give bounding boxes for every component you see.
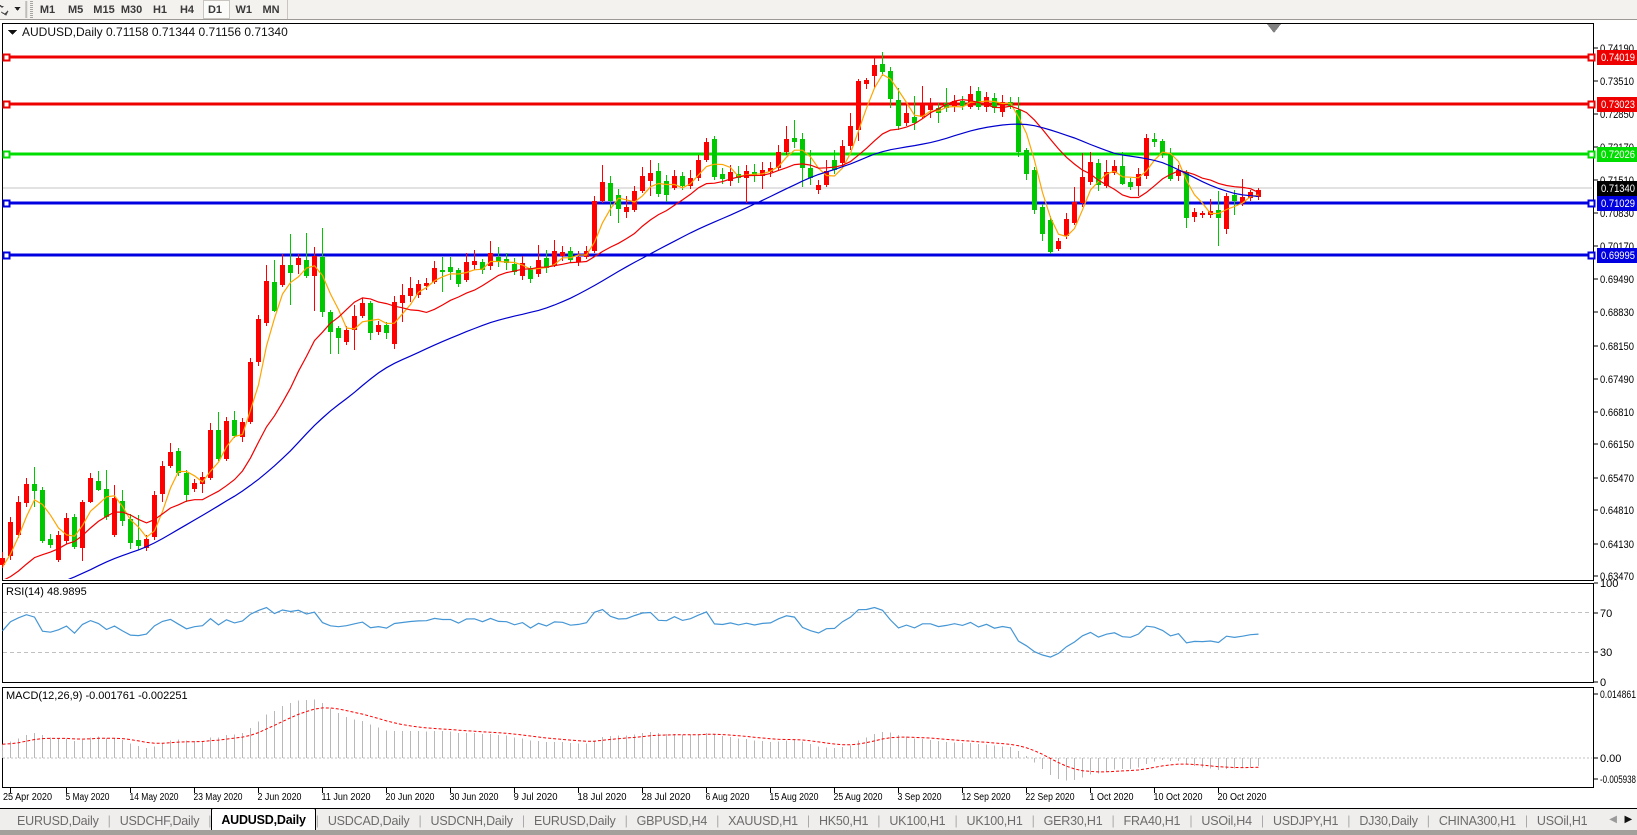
svg-text:0.63470: 0.63470 [1600, 571, 1634, 583]
svg-text:0.66150: 0.66150 [1600, 439, 1634, 451]
svg-text:23 May 2020: 23 May 2020 [194, 792, 243, 803]
svg-text:M1: M1 [40, 4, 55, 16]
svg-text:10 Oct 2020: 10 Oct 2020 [1154, 792, 1203, 803]
svg-text:3 Sep 2020: 3 Sep 2020 [898, 792, 942, 803]
svg-text:0.65470: 0.65470 [1600, 473, 1634, 485]
svg-text:20 Oct 2020: 20 Oct 2020 [1218, 792, 1267, 803]
svg-text:1 Oct 2020: 1 Oct 2020 [1090, 792, 1134, 803]
svg-text:9 Jul 2020: 9 Jul 2020 [514, 792, 558, 803]
svg-text:M30: M30 [121, 4, 142, 16]
svg-text:12 Sep 2020: 12 Sep 2020 [962, 792, 1011, 803]
svg-text:0.71029: 0.71029 [1601, 198, 1635, 210]
svg-text:H1: H1 [153, 4, 167, 16]
svg-text:0.64130: 0.64130 [1600, 539, 1634, 551]
svg-text:25 Apr 2020: 25 Apr 2020 [3, 792, 52, 803]
svg-text:5 May 2020: 5 May 2020 [66, 792, 110, 803]
svg-text:14 May 2020: 14 May 2020 [130, 792, 179, 803]
svg-text:W1: W1 [235, 4, 252, 16]
svg-text:15 Aug 2020: 15 Aug 2020 [770, 792, 819, 803]
svg-text:100: 100 [1600, 578, 1618, 590]
svg-text:0.014861: 0.014861 [1600, 689, 1636, 701]
svg-text:22 Sep 2020: 22 Sep 2020 [1026, 792, 1075, 803]
svg-text:-0.005938: -0.005938 [1600, 774, 1636, 786]
svg-text:0.72026: 0.72026 [1601, 149, 1635, 161]
svg-text:28 Jul 2020: 28 Jul 2020 [642, 792, 691, 803]
svg-text:20 Jun 2020: 20 Jun 2020 [386, 792, 435, 803]
svg-text:0.74019: 0.74019 [1601, 52, 1635, 64]
svg-text:0.64810: 0.64810 [1600, 505, 1634, 517]
svg-text:MACD(12,26,9) -0.001761 -0.002: MACD(12,26,9) -0.001761 -0.002251 [6, 690, 188, 702]
svg-text:D1: D1 [208, 4, 222, 16]
svg-text:0.00: 0.00 [1600, 753, 1621, 765]
svg-text:0: 0 [1600, 677, 1606, 689]
svg-text:18 Jul 2020: 18 Jul 2020 [578, 792, 627, 803]
svg-text:2 Jun 2020: 2 Jun 2020 [258, 792, 302, 803]
svg-text:0.69490: 0.69490 [1600, 274, 1634, 286]
svg-text:0.68150: 0.68150 [1600, 341, 1634, 353]
svg-text:M5: M5 [68, 4, 83, 16]
svg-text:MN: MN [262, 4, 279, 16]
svg-text:0.66810: 0.66810 [1600, 407, 1634, 419]
svg-text:0.73510: 0.73510 [1600, 76, 1634, 88]
svg-text:H4: H4 [180, 4, 195, 16]
svg-text:70: 70 [1600, 608, 1612, 620]
svg-text:25 Aug 2020: 25 Aug 2020 [834, 792, 883, 803]
svg-text:AUDUSD,Daily 0.71158 0.71344: AUDUSD,Daily 0.71158 0.71344 0.71156 0.7… [22, 25, 288, 39]
svg-text:0.68830: 0.68830 [1600, 307, 1634, 319]
svg-text:0.71340: 0.71340 [1601, 183, 1635, 195]
svg-text:0.67490: 0.67490 [1600, 374, 1634, 386]
svg-text:6 Aug 2020: 6 Aug 2020 [706, 792, 750, 803]
svg-text:RSI(14) 48.9895: RSI(14) 48.9895 [6, 586, 87, 598]
svg-text:0.73023: 0.73023 [1601, 99, 1635, 111]
svg-text:30: 30 [1600, 647, 1612, 659]
svg-text:30 Jun 2020: 30 Jun 2020 [450, 792, 499, 803]
svg-text:0.69995: 0.69995 [1601, 250, 1635, 262]
svg-text:11 Jun 2020: 11 Jun 2020 [322, 792, 371, 803]
svg-text:M15: M15 [93, 4, 114, 16]
